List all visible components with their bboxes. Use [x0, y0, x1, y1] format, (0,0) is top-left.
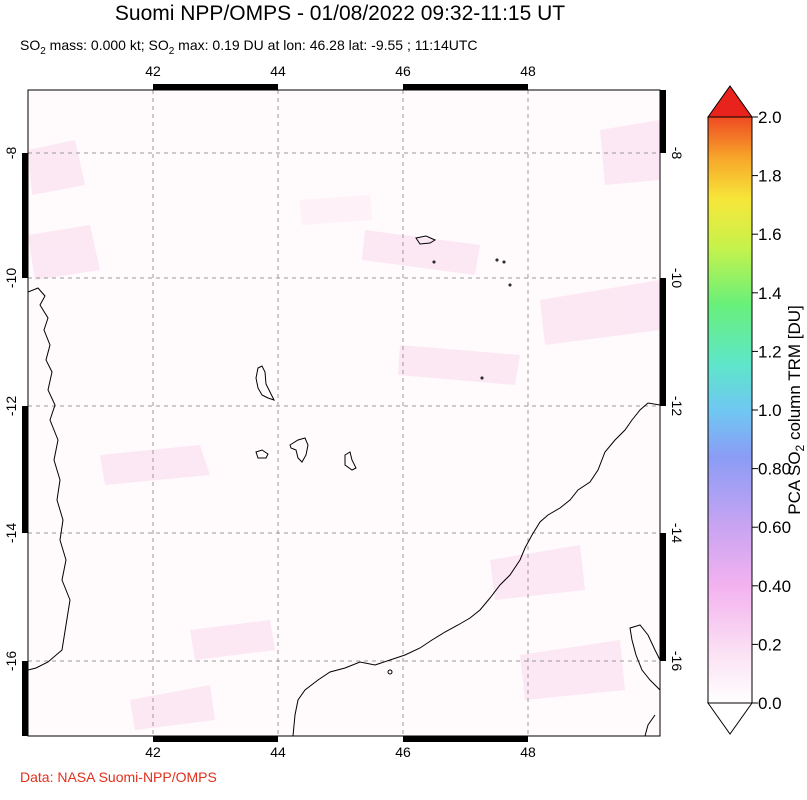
colorbar-tick: 1.6 — [758, 225, 782, 244]
colorbar-tick: 2.0 — [758, 108, 782, 127]
map-title: Suomi NPP/OMPS - 01/08/2022 09:32-11:15 … — [114, 2, 566, 25]
colorbar-max-arrow — [707, 85, 753, 118]
lat-label-right: -10 — [669, 268, 685, 288]
colorbar-tick: 1.8 — [758, 167, 782, 186]
lat-label-left: -12 — [3, 396, 19, 416]
colorbar-tick: 1.4 — [758, 284, 782, 303]
lon-label-top: 44 — [270, 63, 286, 79]
colorbar-tick: 0.60 — [758, 518, 791, 537]
lat-axis: -8 -10 -12 -14 -16 -8 -10 -12 -14 -16 — [3, 147, 685, 672]
lat-label-left: -8 — [3, 147, 19, 160]
lon-label-bottom: 46 — [395, 744, 411, 760]
lon-label-top: 48 — [520, 63, 536, 79]
colorbar-tick: 0.0 — [758, 694, 782, 713]
colorbar-label: PCA SO2 column TRM [DU] — [785, 305, 807, 515]
colorbar-tick: 0.40 — [758, 577, 791, 596]
colorbar-tick: 1.2 — [758, 342, 782, 361]
colorbar-tick: 1.0 — [758, 401, 782, 420]
data-credit: Data: NASA Suomi-NPP/OMPS — [20, 769, 217, 785]
lat-label-right: -14 — [669, 523, 685, 543]
colorbar-gradient — [707, 116, 753, 704]
lon-label-bottom: 48 — [520, 744, 536, 760]
colorbar: 2.0 1.8 1.6 1.4 1.2 1.0 0.80 0.60 0.40 0… — [707, 85, 807, 735]
lon-label-top: 46 — [395, 63, 411, 79]
colorbar-tick: 0.80 — [758, 460, 791, 479]
frame-ticks — [22, 84, 666, 742]
lat-label-left: -10 — [3, 268, 19, 288]
colorbar-tick: 0.2 — [758, 635, 782, 654]
lon-label-bottom: 42 — [145, 744, 161, 760]
lat-label-right: -12 — [669, 396, 685, 416]
graticule — [28, 90, 660, 736]
colorbar-ticks: 2.0 1.8 1.6 1.4 1.2 1.0 0.80 0.60 0.40 0… — [758, 108, 791, 713]
lon-axis: 42 44 46 48 42 44 46 48 — [145, 63, 536, 760]
map-plot-area — [22, 84, 666, 742]
lat-label-left: -14 — [3, 523, 19, 543]
lat-label-left: -16 — [3, 651, 19, 671]
lon-label-bottom: 44 — [270, 744, 286, 760]
colorbar-min-arrow — [707, 702, 753, 735]
map-subtitle: SO2 mass: 0.000 kt; SO2 max: 0.19 DU at … — [20, 37, 478, 57]
lon-label-top: 42 — [145, 63, 161, 79]
lat-label-right: -8 — [669, 147, 685, 160]
coastlines — [28, 235, 660, 736]
lat-label-right: -16 — [669, 651, 685, 671]
